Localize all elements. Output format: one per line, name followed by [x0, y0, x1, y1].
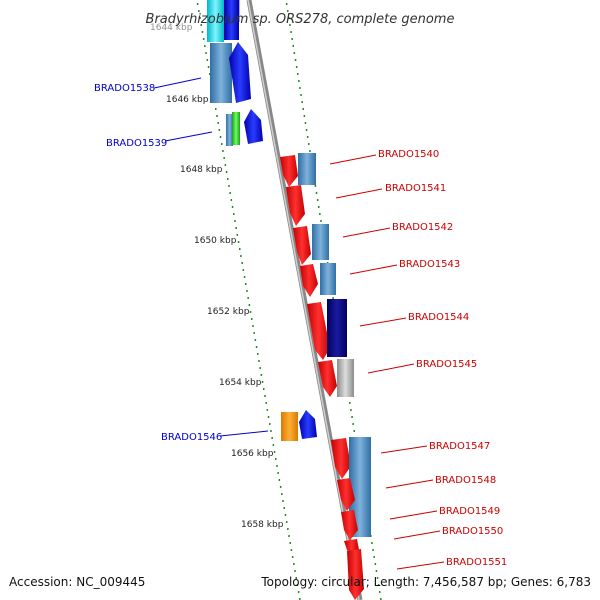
- gene-label-brado1544[interactable]: BRADO1544: [408, 312, 469, 323]
- gene-brado1540[interactable]: [280, 153, 316, 187]
- gene-brado1549[interactable]: [341, 510, 358, 540]
- kbp-label-1654: 1654 kbp: [219, 378, 262, 388]
- gene-label-brado1543[interactable]: BRADO1543: [399, 259, 460, 270]
- gene-label-brado1549[interactable]: BRADO1549: [439, 506, 500, 517]
- gene-brado1547[interactable]: [331, 437, 371, 537]
- map-title: Bradyrhizobium sp. ORS278, complete geno…: [146, 12, 455, 27]
- gene-label-brado1551[interactable]: BRADO1551: [446, 557, 507, 568]
- gene-label-brado1540[interactable]: BRADO1540: [378, 149, 439, 160]
- gene-label-brado1539[interactable]: BRADO1539: [106, 138, 167, 149]
- gene-labels: BRADO1538 BRADO1539 BRADO1540 BRADO1541 …: [94, 83, 507, 568]
- gene-brado1544[interactable]: [307, 299, 347, 360]
- gene-brado1542[interactable]: [293, 224, 329, 265]
- gene-brado1543[interactable]: [300, 263, 336, 297]
- gene-brado1539[interactable]: [226, 109, 263, 146]
- gene-cyan-partial[interactable]: [207, 0, 224, 42]
- label-leaders: [153, 77, 445, 570]
- gene-label-brado1550[interactable]: BRADO1550: [442, 526, 503, 537]
- gene-label-brado1546[interactable]: BRADO1546: [161, 432, 222, 443]
- gene-brado1538[interactable]: [210, 42, 251, 103]
- gene-brado1548[interactable]: [337, 478, 355, 511]
- gene-brado1546[interactable]: [281, 410, 317, 441]
- reverse-strand-genes: [280, 153, 371, 600]
- gene-label-brado1547[interactable]: BRADO1547: [429, 441, 490, 452]
- accession-text: Accession: NC_009445: [9, 575, 145, 589]
- genome-backbone-highlight: [247, 0, 360, 600]
- gene-label-brado1538[interactable]: BRADO1538: [94, 83, 155, 94]
- kbp-label-1650: 1650 kbp: [194, 236, 237, 246]
- gene-label-brado1545[interactable]: BRADO1545: [416, 359, 477, 370]
- gene-brado1545[interactable]: [318, 359, 354, 397]
- gene-blue-partial[interactable]: [224, 0, 239, 40]
- kbp-label-1652: 1652 kbp: [207, 307, 250, 317]
- kbp-label-1646: 1646 kbp: [166, 95, 209, 105]
- kbp-label-1658: 1658 kbp: [241, 520, 284, 530]
- topology-text: Topology: circular; Length: 7,456,587 bp…: [260, 575, 591, 589]
- gene-label-brado1548[interactable]: BRADO1548: [435, 475, 496, 486]
- kbp-label-1656: 1656 kbp: [231, 449, 274, 459]
- kbp-label-1648: 1648 kbp: [180, 165, 223, 175]
- gene-label-brado1542[interactable]: BRADO1542: [392, 222, 453, 233]
- gene-brado1551[interactable]: [347, 549, 364, 600]
- kbp-label-1644: 1644 kbp: [150, 23, 193, 33]
- gene-label-brado1541[interactable]: BRADO1541: [385, 183, 446, 194]
- forward-strand-genes: [207, 0, 317, 441]
- kbp-axis: 1644 kbp 1646 kbp 1648 kbp 1650 kbp 1652…: [150, 23, 284, 530]
- gene-brado1541[interactable]: [286, 185, 305, 226]
